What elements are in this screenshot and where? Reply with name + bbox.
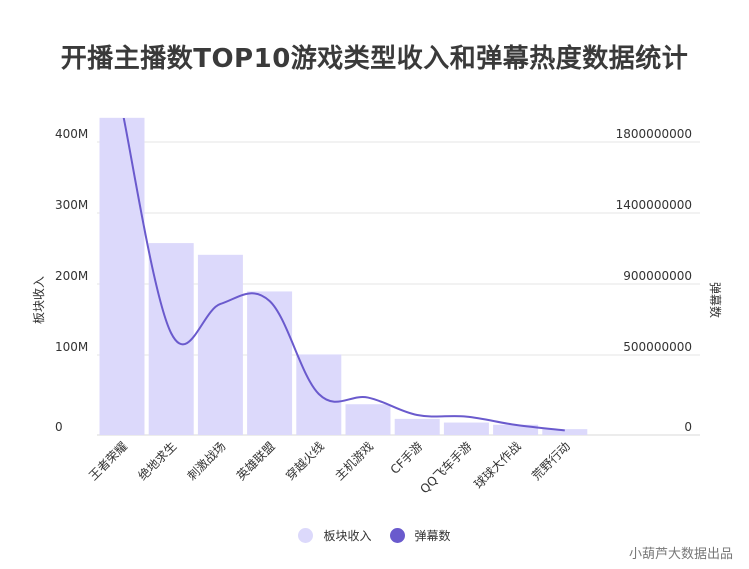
x-tick-label: 英雄联盟 <box>233 439 278 484</box>
x-tick-label: 穿越火线 <box>282 439 327 484</box>
bar <box>493 424 539 435</box>
y2-tick-label: 500000000 <box>623 340 692 354</box>
x-tick-label: 绝地求生 <box>135 439 180 484</box>
y-tick-label: 300M <box>55 198 88 212</box>
y-tick-label: 200M <box>55 269 88 283</box>
bar <box>443 422 489 435</box>
legend-label-revenue: 板块收入 <box>323 528 372 543</box>
bar <box>345 404 391 435</box>
x-tick-label: CF手游 <box>388 439 426 477</box>
x-tick-label: 荒野行动 <box>529 439 573 483</box>
legend-swatch-revenue <box>298 527 314 543</box>
y2-tick-label: 1400000000 <box>616 198 692 212</box>
y2-tick-label: 900000000 <box>623 269 692 283</box>
y2-axis-title: 弹幕数 <box>708 282 723 318</box>
chart-title: 开播主播数TOP10游戏类型收入和弹幕热度数据统计 <box>60 44 689 74</box>
legend-item-revenue[interactable]: 板块收入 <box>298 527 372 544</box>
bar <box>542 429 588 435</box>
legend-swatch-danmaku <box>389 527 405 543</box>
danmaku-line <box>122 118 565 432</box>
x-tick-label: 主机游戏 <box>332 439 376 483</box>
watermark: 小葫芦大数据出品 <box>628 547 733 562</box>
bar <box>197 254 243 435</box>
legend-label-danmaku: 弹幕数 <box>414 528 451 543</box>
x-tick-label: QQ飞车手游 <box>417 439 475 497</box>
bar <box>394 418 440 435</box>
x-tick-label: 刺激战场 <box>185 439 229 483</box>
legend: 板块收入 弹幕数 <box>0 526 749 544</box>
y-tick-label: 400M <box>55 127 88 141</box>
y-axis-title: 板块收入 <box>32 276 46 324</box>
bar <box>247 291 293 435</box>
y2-tick-label: 0 <box>684 420 692 434</box>
legend-item-danmaku[interactable]: 弹幕数 <box>389 527 451 544</box>
y-tick-label: 100M <box>55 340 88 354</box>
bar <box>148 243 194 435</box>
y2-tick-label: 1800000000 <box>616 127 692 141</box>
y-tick-label: 0 <box>55 420 63 434</box>
x-tick-label: 球球大作战 <box>471 439 523 491</box>
x-tick-label: 王者荣耀 <box>86 439 130 483</box>
bar <box>99 117 145 435</box>
